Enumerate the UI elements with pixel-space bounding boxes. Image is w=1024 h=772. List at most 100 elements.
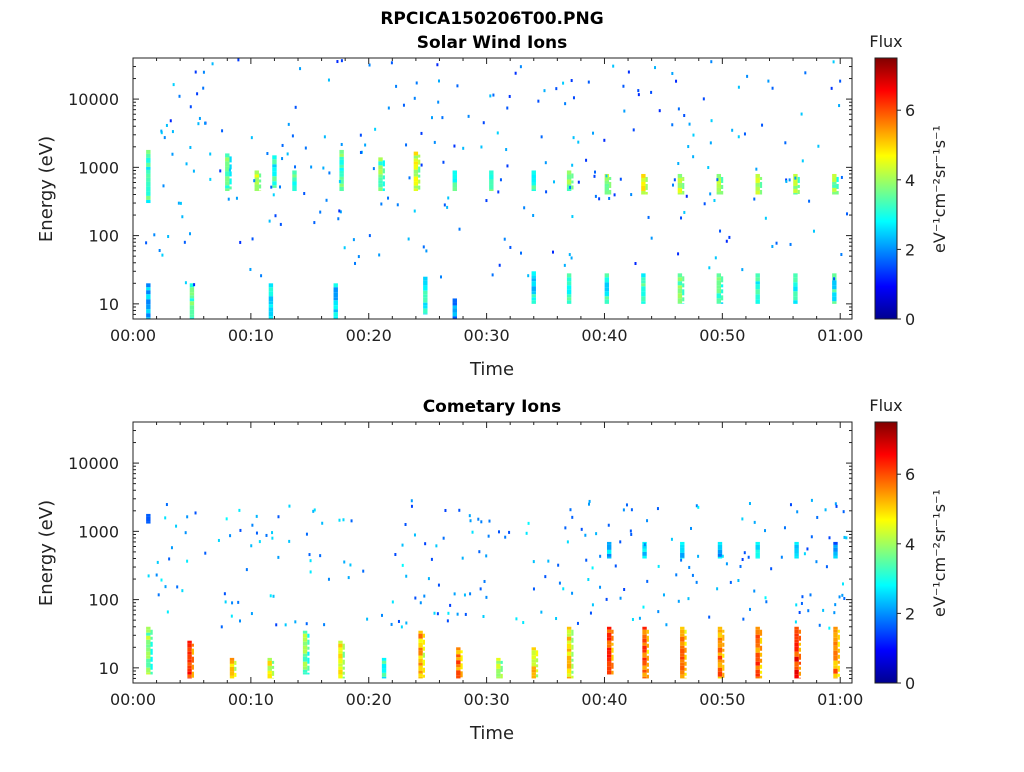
flux-cell xyxy=(272,193,275,197)
flux-band-cell xyxy=(531,182,536,186)
flux-band-cell xyxy=(722,653,725,658)
flux-band-cell xyxy=(535,658,539,663)
flux-cell xyxy=(810,498,813,502)
flux-cell xyxy=(630,532,633,536)
flux-band-cell xyxy=(755,541,760,545)
flux-band-cell xyxy=(418,670,423,674)
flux-band-cell xyxy=(418,174,421,178)
flux-band-cell xyxy=(378,157,383,162)
flux-cell xyxy=(160,578,163,582)
flux-cell xyxy=(671,71,674,75)
flux-band-cell xyxy=(832,173,837,178)
flux-cell xyxy=(514,71,517,75)
flux-cell xyxy=(753,589,756,593)
flux-band-cell xyxy=(381,676,387,679)
flux-cell xyxy=(427,577,430,581)
solar-wind-colorbar-label: eV⁻¹cm⁻²sr⁻¹s⁻¹ xyxy=(930,125,949,253)
flux-cell xyxy=(368,63,371,67)
flux-band-cell xyxy=(456,675,461,679)
flux-cell xyxy=(832,60,835,64)
flux-band-cell xyxy=(721,184,724,189)
flux-band-cell xyxy=(267,657,272,661)
x-tick-label: 00:30 xyxy=(464,326,510,345)
flux-band-cell xyxy=(292,185,297,191)
flux-band-cell xyxy=(722,664,725,671)
flux-cell xyxy=(443,203,446,207)
flux-band-cell xyxy=(798,647,802,652)
flux-cell xyxy=(442,536,445,540)
flux-band-cell xyxy=(423,294,428,298)
flux-cell xyxy=(338,518,341,522)
flux-band-cell xyxy=(646,655,649,661)
flux-cell xyxy=(557,563,560,567)
flux-band-cell xyxy=(684,661,687,666)
flux-band-cell xyxy=(798,677,802,679)
flux-cell xyxy=(462,146,465,150)
flux-cell xyxy=(677,252,680,256)
flux-cell xyxy=(658,109,661,113)
flux-cell xyxy=(323,135,326,139)
flux-band-cell xyxy=(531,675,536,679)
flux-cell xyxy=(480,145,483,149)
flux-cell xyxy=(319,554,322,558)
flux-cell xyxy=(224,600,227,604)
flux-band-cell xyxy=(268,307,274,312)
flux-band-cell xyxy=(794,633,799,637)
flux-band-cell xyxy=(302,637,308,642)
flux-band-cell xyxy=(146,513,151,517)
flux-cell xyxy=(485,595,488,599)
flux-cell xyxy=(183,240,186,244)
flux-band-cell xyxy=(268,287,274,292)
colorbar-tick-label: 0 xyxy=(905,310,915,329)
flux-band-cell xyxy=(422,646,425,651)
flux-band-cell xyxy=(677,192,683,195)
flux-band-cell xyxy=(755,277,760,282)
flux-band-cell xyxy=(146,655,151,659)
flux-band-cell xyxy=(422,674,425,678)
flux-band-cell xyxy=(456,670,461,676)
flux-band-cell xyxy=(338,653,343,659)
flux-cell xyxy=(767,79,770,83)
flux-cell xyxy=(547,559,550,563)
flux-band-cell xyxy=(717,626,723,630)
flux-cell xyxy=(569,185,572,189)
flux-cell xyxy=(217,538,220,542)
flux-band-cell xyxy=(684,629,687,634)
flux-cell xyxy=(269,594,272,598)
flux-band-cell xyxy=(794,651,799,657)
flux-cell xyxy=(279,222,282,226)
flux-band-cell xyxy=(566,289,572,295)
flux-cell xyxy=(170,546,173,550)
flux-band-cell xyxy=(717,676,723,679)
flux-cell xyxy=(532,560,535,564)
flux-band-cell xyxy=(716,277,722,281)
flux-cell xyxy=(503,237,506,241)
flux-cell xyxy=(250,612,253,616)
flux-band-cell xyxy=(150,648,153,655)
flux-band-cell xyxy=(566,660,572,664)
flux-band-cell xyxy=(798,661,802,665)
flux-cell xyxy=(468,514,471,518)
flux-band-cell xyxy=(189,301,195,306)
flux-band-cell xyxy=(333,305,338,310)
flux-band-cell xyxy=(645,183,648,190)
flux-cell xyxy=(702,97,705,101)
flux-band-cell xyxy=(531,672,536,676)
flux-cell xyxy=(761,123,764,127)
flux-band-cell xyxy=(229,660,235,664)
flux-band-cell xyxy=(225,188,230,192)
flux-band-cell xyxy=(254,174,259,178)
flux-cell xyxy=(374,127,377,131)
flux-band-cell xyxy=(641,301,646,304)
flux-band-cell xyxy=(456,647,461,651)
flux-band-cell xyxy=(759,629,763,636)
flux-band-cell xyxy=(609,181,612,188)
flux-band-cell xyxy=(606,654,612,658)
x-tick-label: 00:50 xyxy=(699,326,745,345)
flux-band-cell xyxy=(452,182,457,188)
flux-cell xyxy=(764,529,767,533)
flux-band-cell xyxy=(339,159,344,165)
flux-band-cell xyxy=(722,629,725,633)
flux-band-cell xyxy=(268,291,274,297)
flux-cell xyxy=(359,150,362,154)
